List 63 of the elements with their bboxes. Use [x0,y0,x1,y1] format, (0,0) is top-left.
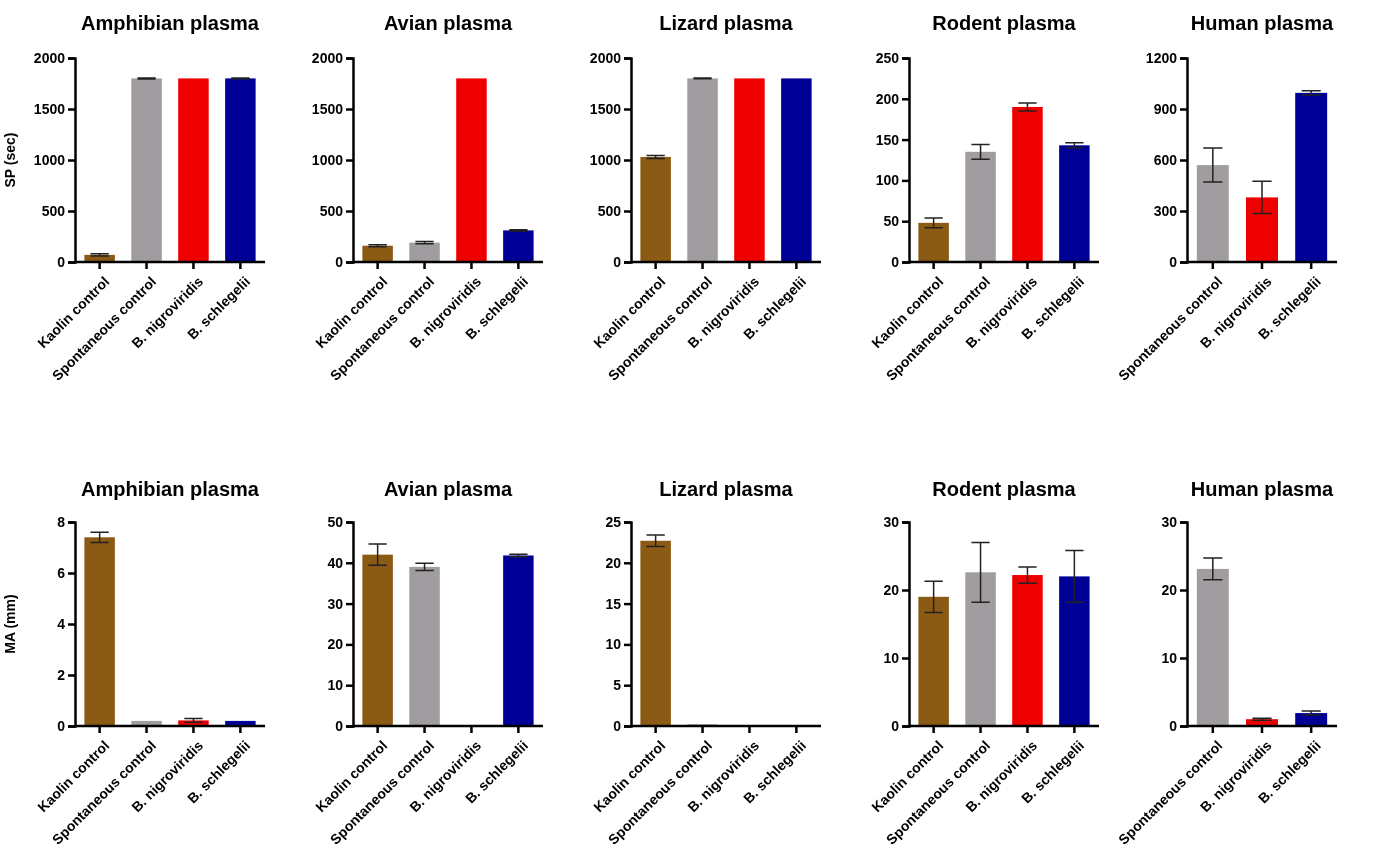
y-tick-label: 25 [605,513,622,530]
y-tick-label: 2000 [589,49,622,66]
y-tick-label: 6 [57,564,66,581]
chart-title: Human plasma [1190,478,1335,500]
y-tick-label: 150 [875,131,900,148]
chart-title: Amphibian plasma [81,478,260,500]
y-tick-label: 50 [883,213,900,230]
y-tick-label: 0 [891,253,900,270]
y-tick-label: 1500 [311,100,344,117]
chart-title: Rodent plasma [932,478,1077,500]
y-tick-label: 20 [327,636,344,653]
y-tick-label: 20 [1161,581,1178,598]
y-tick-label: 300 [1153,202,1178,219]
y-tick-label: 1000 [33,151,66,168]
y-tick-label: 0 [1169,717,1178,734]
y-tick-label: 10 [883,649,900,666]
y-tick-label: 8 [57,513,66,530]
y-tick-label: 100 [875,172,900,189]
chart-title: Amphibian plasma [81,12,260,34]
y-tick-label: 1000 [589,151,622,168]
y-tick-label: 1200 [1145,49,1178,66]
y-tick-label: 0 [57,253,66,270]
y-tick-label: 0 [57,717,66,734]
y-tick-label: 500 [319,202,344,219]
y-axis-title: SP (sec) [2,132,18,188]
y-axis-title: MA (mm) [2,594,18,654]
y-tick-label: 1500 [33,100,66,117]
y-tick-label: 20 [605,554,622,571]
y-tick-label: 600 [1153,151,1178,168]
y-tick-label: 0 [335,717,344,734]
y-tick-label: 900 [1153,100,1178,117]
y-tick-label: 2000 [33,49,66,66]
y-tick-label: 10 [327,677,344,694]
y-tick-label: 500 [41,202,66,219]
y-tick-label: 250 [875,49,900,66]
y-tick-label: 0 [613,253,622,270]
y-tick-label: 5 [613,677,622,694]
y-tick-label: 0 [613,717,622,734]
y-tick-label: 30 [883,513,900,530]
chart-title: Rodent plasma [932,12,1077,34]
y-tick-label: 30 [1161,513,1178,530]
y-tick-label: 50 [327,513,344,530]
y-tick-label: 2 [57,666,66,683]
chart-title: Avian plasma [383,478,513,500]
y-tick-label: 0 [335,253,344,270]
chart-title: Lizard plasma [659,478,794,500]
y-tick-label: 10 [1161,649,1178,666]
y-tick-label: 200 [875,90,900,107]
y-tick-label: 10 [605,636,622,653]
y-tick-label: 1000 [311,151,344,168]
y-tick-label: 1500 [589,100,622,117]
y-tick-label: 20 [883,581,900,598]
chart-title: Human plasma [1190,12,1335,34]
y-tick-label: 0 [891,717,900,734]
y-tick-label: 2000 [311,49,344,66]
chart-title: Avian plasma [383,12,513,34]
y-tick-label: 4 [57,615,66,632]
chart-title: Lizard plasma [659,12,794,34]
y-tick-label: 40 [327,554,344,571]
y-tick-label: 30 [327,595,344,612]
y-tick-label: 15 [605,595,622,612]
y-tick-label: 500 [597,202,622,219]
y-tick-label: 0 [1169,253,1178,270]
